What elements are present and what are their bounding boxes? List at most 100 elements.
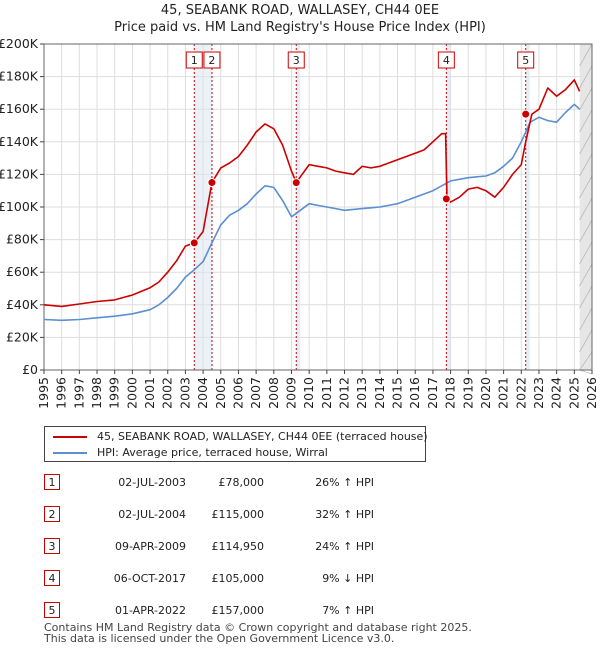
forecast-hatch [579, 153, 593, 177]
y-tick-label: £100K [0, 199, 39, 214]
x-tick-label: 1999 [107, 377, 122, 409]
sale-band [194, 44, 212, 370]
sale-label-box [517, 51, 535, 69]
y-tick-label: £140K [0, 134, 39, 149]
property-price-line [43, 79, 581, 308]
sale-hpi-change: 9% ↓ HPI [322, 572, 374, 585]
x-tick-label: 2024 [549, 377, 564, 409]
forecast-hatch [579, 65, 593, 89]
forecast-hatch [579, 263, 593, 287]
forecast-hatch [579, 219, 593, 243]
legend-swatch-property [53, 436, 87, 438]
y-tick-label: £20K [6, 329, 39, 344]
sale-date: 02-JUL-2004 [118, 508, 186, 521]
sale-point [207, 178, 217, 188]
x-tick-label: 2002 [160, 377, 175, 409]
forecast-hatch [579, 369, 593, 375]
x-tick-label: 2004 [195, 377, 210, 409]
sale-band [296, 44, 301, 370]
hpi-line [43, 103, 581, 322]
sale-row: 4 06-OCT-2017 £105,000 9% ↓ HPI [44, 570, 544, 588]
sale-row: 3 09-APR-2009 £114,950 24% ↑ HPI [44, 538, 544, 556]
x-tick-label: 1995 [36, 377, 51, 409]
sale-price: £115,000 [211, 508, 265, 521]
y-tick-label: £60K [6, 264, 39, 279]
x-tick-label: 2022 [513, 377, 528, 409]
sale-number-badge: 3 [44, 538, 60, 554]
forecast-hatch [579, 351, 593, 371]
sale-label: 4 [443, 54, 450, 67]
sale-point [441, 194, 451, 204]
y-tick-label: £120K [0, 166, 39, 181]
sale-label-box [203, 51, 221, 69]
y-tick-label: £0 [22, 362, 38, 377]
y-tick-label: £160K [0, 101, 39, 116]
legend-item-property: 45, SEABANK ROAD, WALLASEY, CH44 0EE (te… [53, 429, 428, 445]
x-tick-label: 2019 [460, 377, 475, 409]
x-tick-label: 2013 [354, 377, 369, 409]
x-tick-label: 2017 [425, 377, 440, 409]
x-tick-label: 2005 [213, 377, 228, 409]
x-tick-label: 2006 [230, 377, 245, 409]
sale-row: 5 01-APR-2022 £157,000 7% ↑ HPI [44, 602, 544, 620]
x-tick-label: 2011 [319, 377, 334, 409]
sale-number-badge: 2 [44, 506, 60, 522]
sale-number-badge: 5 [44, 602, 60, 618]
chart-title-line2: Price paid vs. HM Land Registry's House … [114, 20, 486, 35]
sale-price: £78,000 [218, 476, 265, 489]
sale-label: 2 [208, 54, 215, 67]
sale-point [521, 109, 531, 119]
x-tick-label: 2001 [142, 377, 157, 409]
sale-band [446, 44, 451, 370]
sale-point [189, 238, 199, 248]
x-tick-label: 2020 [478, 377, 493, 409]
sale-band [525, 44, 530, 370]
sale-number-badge: 1 [44, 474, 60, 490]
sale-number-badge: 4 [44, 570, 60, 586]
x-tick-label: 2016 [407, 377, 422, 409]
footer-line-1: Contains HM Land Registry data © Crown c… [44, 621, 472, 634]
sale-hpi-change: 24% ↑ HPI [315, 540, 374, 553]
x-tick-label: 1998 [89, 377, 104, 409]
y-tick-label: £80K [6, 232, 39, 247]
x-tick-label: 2010 [301, 377, 316, 409]
sale-date: 02-JUL-2003 [118, 476, 186, 489]
sale-price: £157,000 [211, 604, 265, 617]
sale-label-box [287, 51, 305, 69]
legend-item-hpi: HPI: Average price, terraced house, Wirr… [53, 445, 328, 461]
y-tick-label: £200K [0, 36, 39, 51]
sale-row: 1 02-JUL-2003 £78,000 26% ↑ HPI [44, 474, 544, 492]
sale-point [291, 178, 301, 188]
legend-swatch-hpi [53, 452, 87, 454]
forecast-hatch [579, 307, 593, 331]
forecast-hatch [579, 241, 593, 265]
chart-title-line1: 45, SEABANK ROAD, WALLASEY, CH44 0EE [161, 3, 439, 18]
x-tick-label: 1996 [54, 377, 69, 409]
legend-label-hpi: HPI: Average price, terraced house, Wirr… [97, 446, 328, 459]
x-tick-label: 2000 [124, 377, 139, 409]
sale-label: 3 [293, 54, 300, 67]
sale-label-box [437, 51, 455, 69]
footer-line-2: This data is licensed under the Open Gov… [44, 632, 395, 645]
x-tick-label: 2026 [584, 377, 599, 409]
sale-hpi-change: 26% ↑ HPI [315, 476, 374, 489]
forecast-hatch [579, 175, 593, 199]
x-tick-label: 2014 [372, 377, 387, 409]
x-tick-label: 2003 [177, 377, 192, 409]
sale-row: 2 02-JUL-2004 £115,000 32% ↑ HPI [44, 506, 544, 524]
forecast-hatch [579, 109, 593, 133]
sale-label: 5 [522, 54, 529, 67]
legend-label-property: 45, SEABANK ROAD, WALLASEY, CH44 0EE (te… [97, 430, 428, 443]
x-tick-label: 2018 [443, 377, 458, 409]
sale-date: 01-APR-2022 [114, 604, 186, 617]
x-tick-label: 2015 [390, 377, 405, 409]
forecast-hatch [579, 43, 593, 67]
price-chart: 45, SEABANK ROAD, WALLASEY, CH44 0EE Pri… [0, 3, 599, 409]
x-tick-label: 2009 [283, 377, 298, 409]
sale-hpi-change: 32% ↑ HPI [315, 508, 374, 521]
sale-hpi-change: 7% ↑ HPI [322, 604, 374, 617]
x-tick-label: 2023 [531, 377, 546, 409]
legend: 45, SEABANK ROAD, WALLASEY, CH44 0EE (te… [44, 426, 428, 462]
x-tick-label: 2007 [248, 377, 263, 409]
forecast-hatch [579, 87, 593, 111]
